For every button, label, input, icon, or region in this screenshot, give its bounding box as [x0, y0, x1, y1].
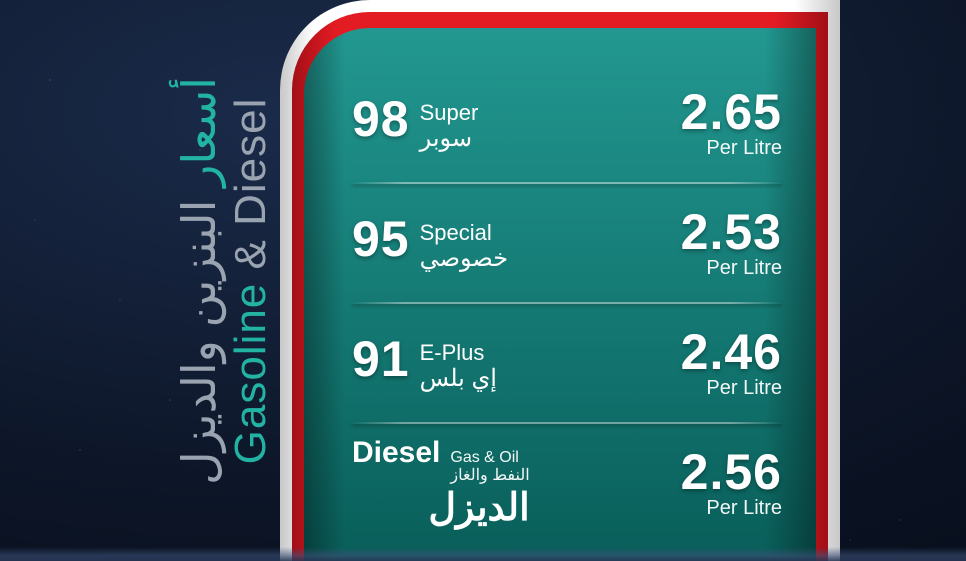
- price-block: 2.46 Per Litre: [681, 327, 782, 400]
- fuel-names: E-Plus إي بلس: [420, 334, 497, 393]
- price-value: 2.56: [681, 447, 782, 497]
- title-english: Gasoline & Diesel: [226, 77, 276, 485]
- row-divider: [352, 182, 782, 184]
- sign-board-teal: 98 Super سوبر 2.65 Per Litre 95 Special …: [304, 28, 816, 561]
- fuel-name-en: Super: [420, 100, 479, 125]
- fuel-names: Super سوبر: [420, 94, 479, 153]
- title-ar-accent: أسعار: [173, 77, 225, 187]
- fuel-row-95: 95 Special خصوصي 2.53 Per Litre: [352, 188, 782, 298]
- diesel-label-ar: الديزل: [352, 485, 530, 530]
- fuel-name-en: Special: [420, 220, 508, 245]
- fuel-left: 98 Super سوبر: [352, 94, 478, 153]
- fuel-names: Special خصوصي: [420, 214, 508, 273]
- ground-gradient: [0, 547, 966, 561]
- title-vertical: أسعار البنزين والديزل Gasoline & Diesel: [172, 77, 276, 485]
- diesel-sub-ar: النفط والغاز: [450, 467, 529, 485]
- fuel-name-en: E-Plus: [420, 340, 497, 365]
- fuel-name-ar: خصوصي: [420, 245, 508, 273]
- row-divider: [352, 422, 782, 424]
- fuel-octane: 98: [352, 94, 410, 144]
- fuel-name-ar: إي بلس: [420, 365, 497, 393]
- price-unit: Per Litre: [681, 257, 782, 280]
- title-ar-rest: البنزين والديزل: [173, 199, 225, 484]
- fuel-left: Diesel Gas & Oil النفط والغاز الديزل: [352, 436, 530, 531]
- fuel-row-diesel: Diesel Gas & Oil النفط والغاز الديزل 2.5…: [352, 428, 782, 538]
- diesel-label-en: Diesel: [352, 436, 440, 470]
- price-block: 2.53 Per Litre: [681, 207, 782, 280]
- fuel-octane: 95: [352, 214, 410, 264]
- price-block: 2.56 Per Litre: [681, 447, 782, 520]
- price-unit: Per Litre: [681, 497, 782, 520]
- fuel-name-ar: سوبر: [420, 125, 479, 153]
- fuel-row-98: 98 Super سوبر 2.65 Per Litre: [352, 68, 782, 178]
- price-unit: Per Litre: [681, 137, 782, 160]
- title-en-accent: Gasoline: [226, 282, 275, 464]
- price-value: 2.65: [681, 87, 782, 137]
- diesel-sub: Gas & Oil النفط والغاز: [450, 445, 529, 486]
- diesel-top: Diesel Gas & Oil النفط والغاز: [352, 436, 530, 486]
- row-divider: [352, 302, 782, 304]
- fuel-octane: 91: [352, 334, 410, 384]
- price-block: 2.65 Per Litre: [681, 87, 782, 160]
- price-unit: Per Litre: [681, 377, 782, 400]
- fuel-left: 91 E-Plus إي بلس: [352, 334, 497, 393]
- title-en-rest: & Diesel: [226, 97, 275, 269]
- fuel-left: 95 Special خصوصي: [352, 214, 508, 273]
- price-value: 2.53: [681, 207, 782, 257]
- price-sign: 98 Super سوبر 2.65 Per Litre 95 Special …: [280, 0, 840, 561]
- fuel-row-91: 91 E-Plus إي بلس 2.46 Per Litre: [352, 308, 782, 418]
- price-value: 2.46: [681, 327, 782, 377]
- diesel-sub-en: Gas & Oil: [450, 449, 529, 467]
- title-arabic: أسعار البنزين والديزل: [172, 77, 226, 485]
